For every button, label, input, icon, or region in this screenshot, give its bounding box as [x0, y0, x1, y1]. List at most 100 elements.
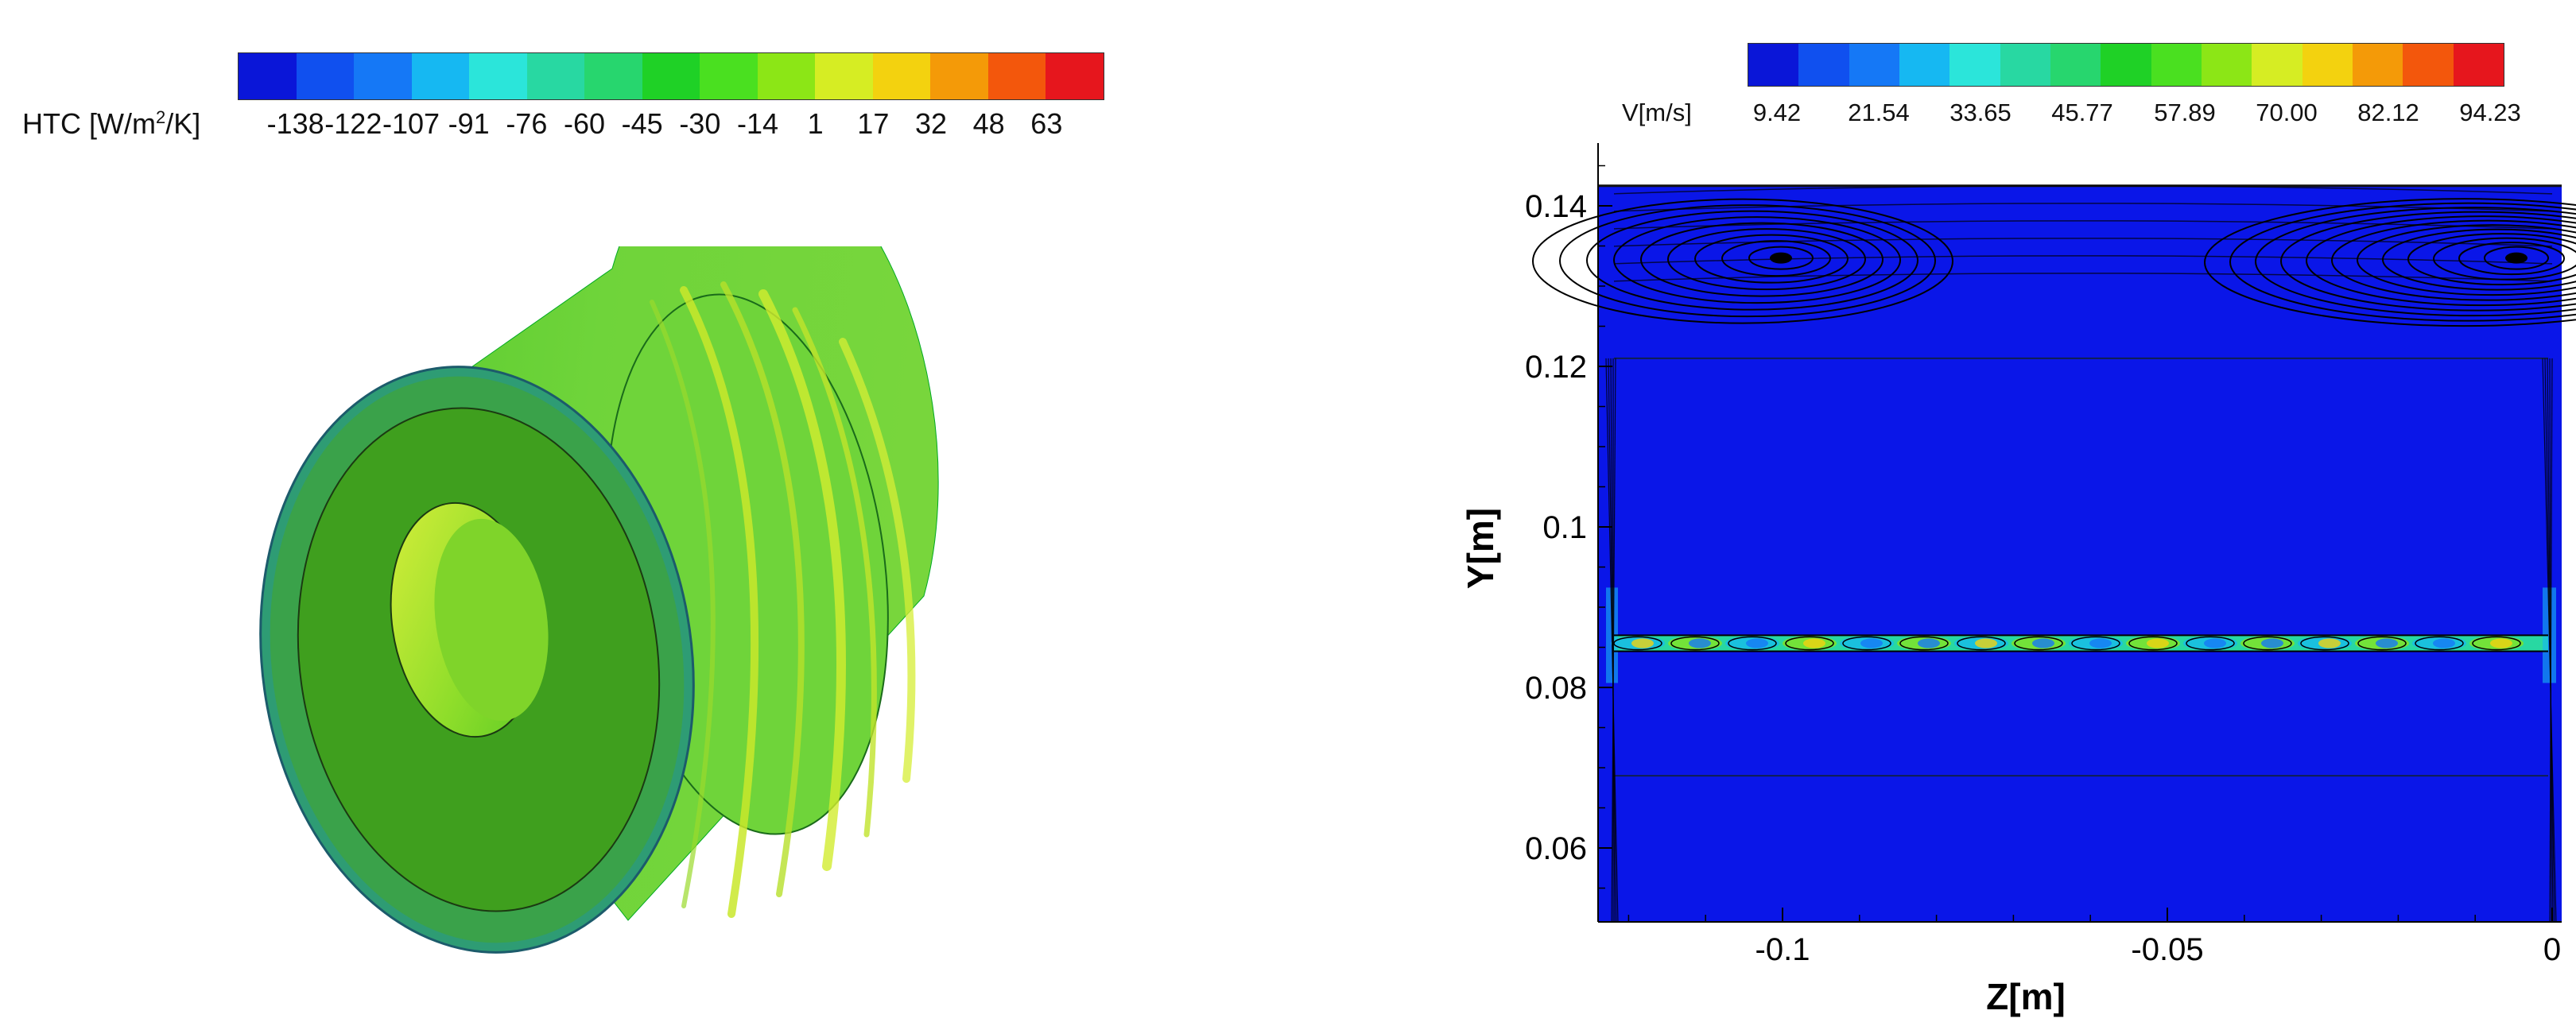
colorbar-tick-label: -45 [621, 107, 663, 140]
y-axis-label: Y[m] [1460, 508, 1501, 589]
colorbar-tick-label: -138 [266, 107, 324, 140]
y-tick-label: 0.06 [1525, 831, 1587, 866]
gap-vortex-core [1803, 638, 1825, 649]
colorbar-swatch [2050, 44, 2101, 86]
y-tick-label: 0.1 [1542, 510, 1587, 545]
velocity-contour-plot: 0.14 0.12 0.1 0.08 0.06 -0.1 -0.05 0 Z[m] Y[m] [1460, 143, 2576, 1017]
htc-legend-title: HTC [W/m2/K] [22, 107, 201, 140]
gap-vortex-core [1689, 638, 1711, 649]
colorbar-swatch [296, 53, 355, 99]
colorbar-swatch [2201, 44, 2252, 86]
x-tick-label: -0.1 [1755, 932, 1810, 967]
circumferential-htc-bands [650, 281, 916, 918]
cavity-streamline [2484, 246, 2549, 270]
gap-vortex-core [2318, 638, 2341, 649]
colorbar-tick-label: -30 [679, 107, 721, 140]
colorbar-tick-label: -91 [448, 107, 490, 140]
x-axis-label: Z[m] [1986, 976, 2066, 1017]
gap-vortex-core [1631, 638, 1654, 649]
colorbar-tick-label: -122 [324, 107, 382, 140]
colorbar-swatch [700, 53, 758, 99]
colorbar-swatch [930, 53, 988, 99]
colorbar-swatch [2352, 44, 2403, 86]
colorbar-swatch [1899, 44, 1950, 86]
colorbar-swatch [987, 53, 1046, 99]
colorbar-swatch [757, 53, 816, 99]
cavity-streamline [1613, 255, 2553, 265]
gap-vortex-core [2376, 638, 2398, 649]
cavity-streamline [2306, 215, 2576, 307]
colorbar-swatch [2151, 44, 2202, 86]
gap-streamline [1670, 636, 1720, 651]
cavity-streamline [1532, 198, 1953, 324]
inner-bore [390, 501, 549, 738]
gap-vortex-core [2032, 638, 2054, 649]
gap-streamline [2472, 636, 2521, 651]
velocity-legend-title: V[m/s] [1622, 99, 1692, 126]
colorbar-swatch [526, 53, 585, 99]
colorbar-swatch [1798, 44, 1849, 86]
cavity-streamline [1613, 273, 2553, 282]
gap-streamline [1957, 636, 2006, 651]
colorbar-swatch [1046, 53, 1104, 99]
cavity-streamline [1613, 203, 2553, 212]
colorbar-tick-label: 63 [1030, 107, 1063, 140]
velocity-field [1598, 184, 2562, 922]
gap-streamline [2415, 636, 2464, 651]
colorbar-swatch [1949, 44, 2000, 86]
colorbar-swatch [354, 53, 412, 99]
colorbar-tick-label: 45.77 [2051, 99, 2113, 126]
gap-vortex-core [1975, 638, 1997, 649]
colorbar-swatch [2000, 44, 2050, 86]
gap-vortex-core [1918, 638, 1940, 649]
cavity-streamline [1613, 185, 2553, 195]
colorbar-tick-label: 9.42 [1752, 99, 1802, 126]
gap-vortex-core [2433, 638, 2455, 649]
gap-vortex-core [2490, 638, 2512, 649]
colorbar-swatch [642, 53, 700, 99]
streamlines [1532, 185, 2576, 923]
velocity-colorbar [1748, 43, 2504, 87]
gap-streamline [2014, 636, 2063, 651]
gap-vortex-core [1860, 638, 1883, 649]
colorbar-swatch [584, 53, 642, 99]
colorbar-swatch [2252, 44, 2302, 86]
colorbar-tick-label: 70.00 [2256, 99, 2318, 126]
colorbar-swatch [2403, 44, 2454, 86]
colorbar-tick-label: 32 [914, 107, 948, 140]
colorbar-swatch [1748, 44, 1799, 86]
cavity-streamline [2204, 198, 2576, 327]
colorbar-swatch [2453, 44, 2504, 86]
gap-streamline [1899, 636, 1949, 651]
gap-streamline [2300, 636, 2349, 651]
gap-streamline [1728, 636, 1777, 651]
cavity-streamline [1613, 238, 2553, 247]
y-tick-label: 0.08 [1525, 671, 1587, 706]
colorbar-tick-label: 82.12 [2357, 99, 2419, 126]
colorbar-tick-label: -14 [736, 107, 779, 140]
gap-vortex-core [1746, 638, 1768, 649]
gap-vortex-core [2147, 638, 2169, 649]
y-tick-label: 0.14 [1525, 189, 1587, 224]
plot-axes: 0.14 0.12 0.1 0.08 0.06 -0.1 -0.05 0 [1525, 143, 2562, 967]
cavity-streamline [2229, 202, 2576, 322]
cavity-streamline [2357, 224, 2576, 296]
gap-vortex-core [2089, 638, 2112, 649]
colorbar-swatch [1849, 44, 1899, 86]
colorbar-tick-label: 94.23 [2459, 99, 2521, 126]
colorbar-tick-label: 33.65 [1949, 99, 2012, 126]
vortex-core [2505, 252, 2528, 264]
x-tick-label: -0.05 [2131, 932, 2203, 967]
gap-streamline [2357, 636, 2407, 651]
cavity-streamline [1559, 204, 1936, 318]
htc-colorbar [238, 52, 1104, 100]
cavity-streamline [1667, 228, 1866, 291]
cavity-streamline [1613, 216, 1901, 304]
gap-streamline [1842, 636, 1891, 651]
cavity-streamline [1613, 220, 2553, 230]
gap-streamline [2186, 636, 2235, 651]
wall-streamline [2549, 358, 2553, 923]
flow-domain [1598, 185, 2562, 922]
colorbar-swatch [469, 53, 527, 99]
x-tick-label: 0 [2543, 932, 2561, 967]
